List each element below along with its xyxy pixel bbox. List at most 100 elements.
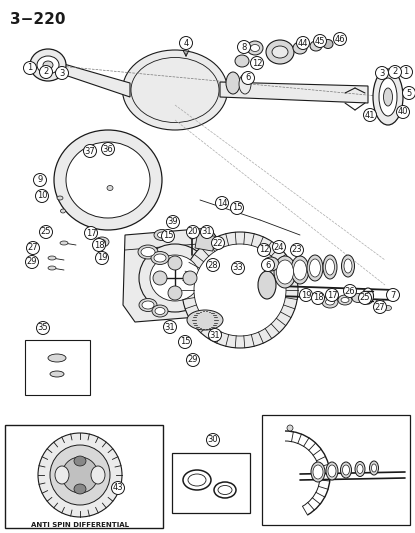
Circle shape — [102, 142, 115, 156]
Circle shape — [312, 292, 325, 304]
Circle shape — [27, 241, 39, 254]
Circle shape — [62, 457, 98, 493]
Ellipse shape — [218, 486, 232, 495]
Circle shape — [207, 259, 220, 271]
Ellipse shape — [293, 260, 307, 280]
Circle shape — [257, 244, 271, 256]
Bar — [262, 415, 410, 525]
Ellipse shape — [340, 462, 352, 478]
Ellipse shape — [376, 300, 384, 304]
Text: 24: 24 — [274, 243, 284, 252]
Ellipse shape — [91, 466, 105, 484]
Ellipse shape — [154, 230, 170, 240]
Ellipse shape — [313, 465, 323, 479]
Ellipse shape — [188, 474, 206, 486]
Ellipse shape — [55, 466, 69, 484]
Text: 12: 12 — [259, 246, 269, 254]
Bar — [25, 340, 90, 395]
Ellipse shape — [48, 266, 56, 270]
Text: 18: 18 — [94, 240, 104, 249]
Circle shape — [37, 321, 49, 335]
Circle shape — [56, 67, 68, 79]
Circle shape — [359, 292, 371, 304]
Ellipse shape — [342, 255, 354, 277]
Ellipse shape — [357, 464, 363, 473]
Text: 30: 30 — [208, 435, 218, 445]
Ellipse shape — [293, 42, 307, 54]
Ellipse shape — [158, 232, 166, 238]
Circle shape — [39, 225, 53, 238]
Text: ANTI SPIN DIFFERENTIAL: ANTI SPIN DIFFERENTIAL — [31, 522, 129, 528]
Ellipse shape — [107, 185, 113, 190]
Ellipse shape — [326, 462, 338, 480]
Text: 6: 6 — [265, 261, 271, 270]
Circle shape — [183, 271, 197, 285]
Text: 40: 40 — [398, 108, 408, 117]
Circle shape — [178, 335, 191, 349]
Ellipse shape — [322, 296, 338, 308]
Text: 8: 8 — [241, 43, 247, 52]
Ellipse shape — [338, 295, 352, 305]
Circle shape — [207, 433, 220, 447]
Ellipse shape — [142, 301, 154, 309]
Circle shape — [232, 262, 244, 274]
Text: 31: 31 — [210, 330, 220, 340]
Ellipse shape — [266, 40, 294, 64]
Ellipse shape — [272, 46, 288, 58]
Circle shape — [85, 227, 98, 239]
Circle shape — [168, 286, 182, 300]
Ellipse shape — [310, 259, 320, 277]
Ellipse shape — [74, 484, 86, 494]
Circle shape — [186, 225, 200, 238]
Text: 7: 7 — [391, 290, 395, 300]
Circle shape — [388, 66, 401, 78]
Ellipse shape — [48, 256, 56, 260]
Circle shape — [396, 106, 410, 118]
Circle shape — [180, 36, 193, 50]
Ellipse shape — [37, 56, 59, 74]
Circle shape — [230, 201, 244, 214]
Text: 3−220: 3−220 — [10, 12, 66, 27]
Ellipse shape — [251, 44, 259, 52]
Circle shape — [300, 288, 312, 302]
Bar — [195, 233, 215, 251]
Circle shape — [24, 61, 37, 75]
Text: 10: 10 — [37, 191, 47, 200]
Circle shape — [153, 271, 167, 285]
Text: 45: 45 — [315, 36, 325, 45]
Text: 6: 6 — [245, 74, 251, 83]
Circle shape — [215, 197, 229, 209]
Text: 27: 27 — [28, 244, 38, 253]
Circle shape — [36, 190, 49, 203]
Ellipse shape — [74, 456, 86, 466]
Circle shape — [400, 66, 413, 78]
Text: 25: 25 — [41, 228, 51, 237]
Ellipse shape — [138, 245, 158, 259]
Ellipse shape — [30, 49, 66, 81]
Ellipse shape — [66, 142, 150, 218]
Ellipse shape — [139, 298, 157, 311]
Circle shape — [242, 71, 254, 85]
Ellipse shape — [258, 271, 276, 299]
Circle shape — [95, 252, 108, 264]
Circle shape — [212, 237, 225, 249]
Ellipse shape — [43, 61, 53, 69]
Circle shape — [182, 232, 298, 348]
Circle shape — [403, 86, 415, 100]
Ellipse shape — [383, 88, 393, 106]
Ellipse shape — [311, 462, 325, 482]
Polygon shape — [50, 60, 130, 97]
Ellipse shape — [373, 69, 403, 125]
Circle shape — [251, 56, 264, 69]
Text: 29: 29 — [188, 356, 198, 365]
Ellipse shape — [61, 209, 66, 213]
Ellipse shape — [183, 470, 211, 490]
Text: 17: 17 — [85, 229, 96, 238]
Ellipse shape — [155, 308, 165, 314]
Circle shape — [34, 174, 46, 187]
Ellipse shape — [307, 255, 323, 281]
Text: 19: 19 — [97, 254, 107, 262]
Circle shape — [168, 256, 182, 270]
Ellipse shape — [50, 371, 64, 377]
Ellipse shape — [154, 254, 166, 262]
